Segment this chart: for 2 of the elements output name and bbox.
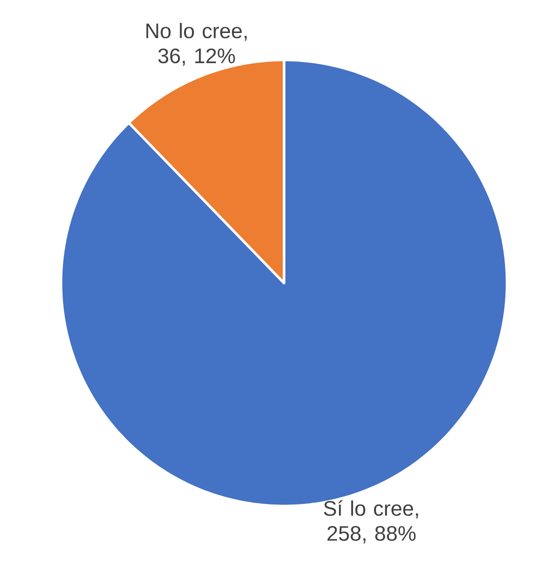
data-label: Sí lo cree, 258, 88% <box>324 500 418 544</box>
data-label: No lo cree, 36, 12% <box>146 22 247 66</box>
